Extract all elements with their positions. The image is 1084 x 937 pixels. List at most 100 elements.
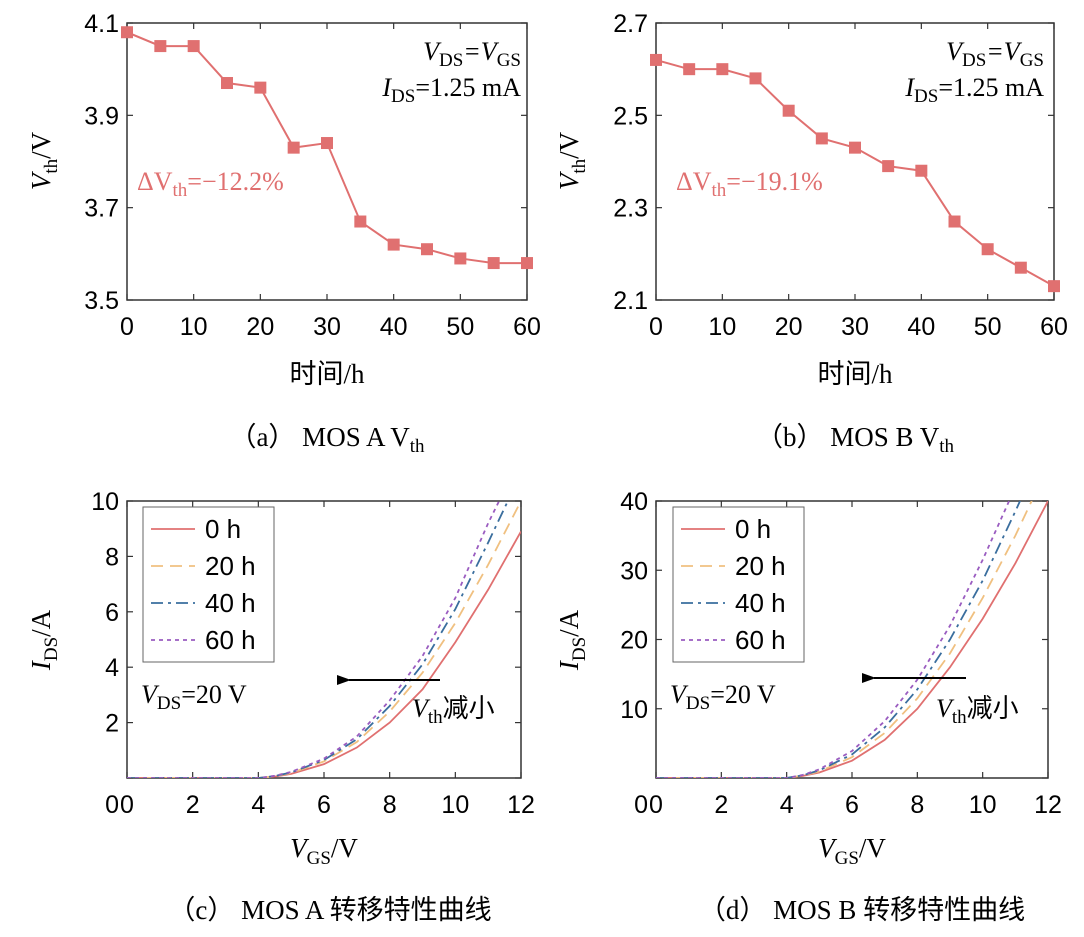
vth-data-point	[683, 63, 696, 76]
x-tick-label: 0	[649, 313, 663, 341]
panel-c-transfer-curve: 0 2 4 6 8 10 12 0 2 4 6 8 10 0 h 20 h 40 h 60 h VDS=20…	[26, 488, 535, 925]
vth-data-point	[454, 252, 467, 265]
legend: 0 h 20 h 40 h 60 h	[142, 506, 275, 663]
y-tick-label: 3.5	[84, 287, 119, 315]
vth-decrease-label: Vth减小	[412, 694, 495, 728]
x-tick-label: 60	[1040, 313, 1068, 341]
x-tick-label: 8	[383, 791, 397, 819]
x-tick-label: 2	[714, 791, 728, 819]
x-tick-label: 8	[910, 791, 924, 819]
vth-data-point	[815, 132, 828, 145]
vth-data-point	[915, 164, 928, 177]
x-tick-label: 4	[780, 791, 794, 819]
x-tick-labels: 0 2 4 6 8 10 12	[120, 791, 535, 819]
delta-vth-annotation: ΔVth=−12.2%	[137, 167, 284, 201]
legend-label: 20 h	[205, 551, 256, 581]
y-tick-label: 2.5	[613, 102, 648, 130]
tick-marks	[126, 500, 522, 779]
legend-label: 60 h	[205, 625, 256, 655]
vth-data-point	[287, 141, 300, 154]
y-tick-label: 4	[105, 654, 119, 682]
x-tick-label: 10	[441, 791, 469, 819]
y-tick-labels: 2.1 2.3 2.5 2.7	[613, 10, 648, 315]
condition-vds-vgs: VDS=VGS	[946, 37, 1044, 71]
y-axis-label: Vth/V	[26, 131, 62, 190]
y-tick-label: 0	[634, 791, 648, 819]
caption-b: （b） MOS B Vth	[756, 422, 955, 457]
x-tick-label: 50	[446, 313, 474, 341]
x-tick-label: 0	[649, 791, 663, 819]
x-tick-label: 20	[246, 313, 274, 341]
vth-data-point	[387, 238, 400, 251]
x-tick-label: 40	[380, 313, 408, 341]
y-axis-label-sub: th	[41, 158, 62, 173]
tick-marks	[126, 22, 528, 301]
vth-data-point	[154, 40, 167, 53]
y-tick-labels: 0 10 20 30 40	[620, 488, 648, 819]
y-tick-label: 2.1	[613, 287, 648, 315]
vth-data-point	[716, 63, 729, 76]
y-tick-label: 2.7	[613, 10, 648, 38]
legend-label: 40 h	[205, 588, 256, 618]
vth-data-point	[882, 160, 895, 173]
panel-d-transfer-curve: 0 2 4 6 8 10 12 0 10 20 30 40 0 h 20 h 40 h 60 h VDS=…	[554, 488, 1062, 925]
y-tick-labels: 0 2 4 6 8 10	[91, 488, 119, 819]
vth-data-point	[487, 257, 500, 270]
legend-label: 0 h	[205, 514, 241, 544]
x-tick-label: 6	[317, 791, 331, 819]
vth-data-point	[354, 215, 367, 228]
condition-ids: IDS=1.25 mA	[381, 73, 521, 107]
y-tick-label: 3.7	[84, 195, 119, 223]
x-axis-label: VGS/V	[290, 833, 358, 869]
vth-data-point	[121, 26, 133, 39]
x-tick-label: 30	[313, 313, 341, 341]
x-tick-label: 10	[708, 313, 736, 341]
caption-c: （c） MOS A 转移特性曲线	[168, 895, 491, 925]
series-line-40h	[656, 501, 1021, 778]
x-tick-label: 10	[969, 791, 997, 819]
vth-data-point	[187, 40, 200, 53]
vth-data-point	[948, 215, 961, 228]
condition-vds: VDS=20 V	[670, 680, 776, 714]
condition-ids: IDS=1.25 mA	[904, 73, 1044, 107]
y-axis-label-tail: /V	[26, 131, 56, 159]
y-axis-label: IDS/A	[26, 609, 62, 671]
legend-label: 40 h	[735, 588, 786, 618]
y-tick-label: 6	[105, 599, 119, 627]
delta-vth-annotation: ΔVth=−19.1%	[676, 167, 823, 201]
y-tick-label: 4.1	[84, 10, 119, 38]
legend-label: 0 h	[735, 514, 771, 544]
legend-box	[672, 506, 805, 663]
x-tick-labels: 0 10 20 30 40 50 60	[649, 313, 1068, 341]
y-tick-labels: 3.5 3.7 3.9 4.1	[84, 10, 119, 315]
y-tick-label: 10	[91, 488, 119, 516]
y-tick-label: 20	[620, 627, 648, 655]
x-tick-label: 20	[775, 313, 803, 341]
y-tick-label: 2.3	[613, 195, 648, 223]
x-tick-label: 0	[120, 791, 134, 819]
vth-data-point	[849, 141, 861, 154]
y-axis-label-main: V	[26, 170, 56, 190]
vth-data-point	[782, 104, 795, 117]
vth-data-point	[321, 137, 333, 150]
caption-a: （a） MOS A Vth	[229, 422, 425, 457]
x-tick-label: 4	[251, 791, 265, 819]
x-tick-label: 40	[907, 313, 935, 341]
vth-data-point	[221, 77, 233, 90]
panel-b-vth-chart: 0 10 20 30 40 50 60 2.1 2.3 2.5 2.7 时间/h Vth/V VD…	[554, 10, 1068, 457]
x-tick-label: 12	[1034, 791, 1062, 819]
y-axis-label: Vth/V	[554, 131, 590, 190]
vth-data-point	[421, 243, 433, 256]
vth-data-point	[521, 257, 533, 270]
vth-data-point	[1048, 280, 1060, 293]
series-group	[656, 501, 1048, 778]
vth-data-point	[981, 243, 994, 256]
y-tick-label: 30	[620, 557, 648, 585]
x-tick-labels: 0 10 20 30 40 50 60	[120, 313, 541, 341]
y-tick-label: 3.9	[84, 102, 119, 130]
x-tick-label: 10	[180, 313, 208, 341]
x-axis-label: 时间/h	[289, 359, 365, 389]
x-axis-label: VGS/V	[818, 833, 886, 869]
legend-label: 60 h	[735, 625, 786, 655]
